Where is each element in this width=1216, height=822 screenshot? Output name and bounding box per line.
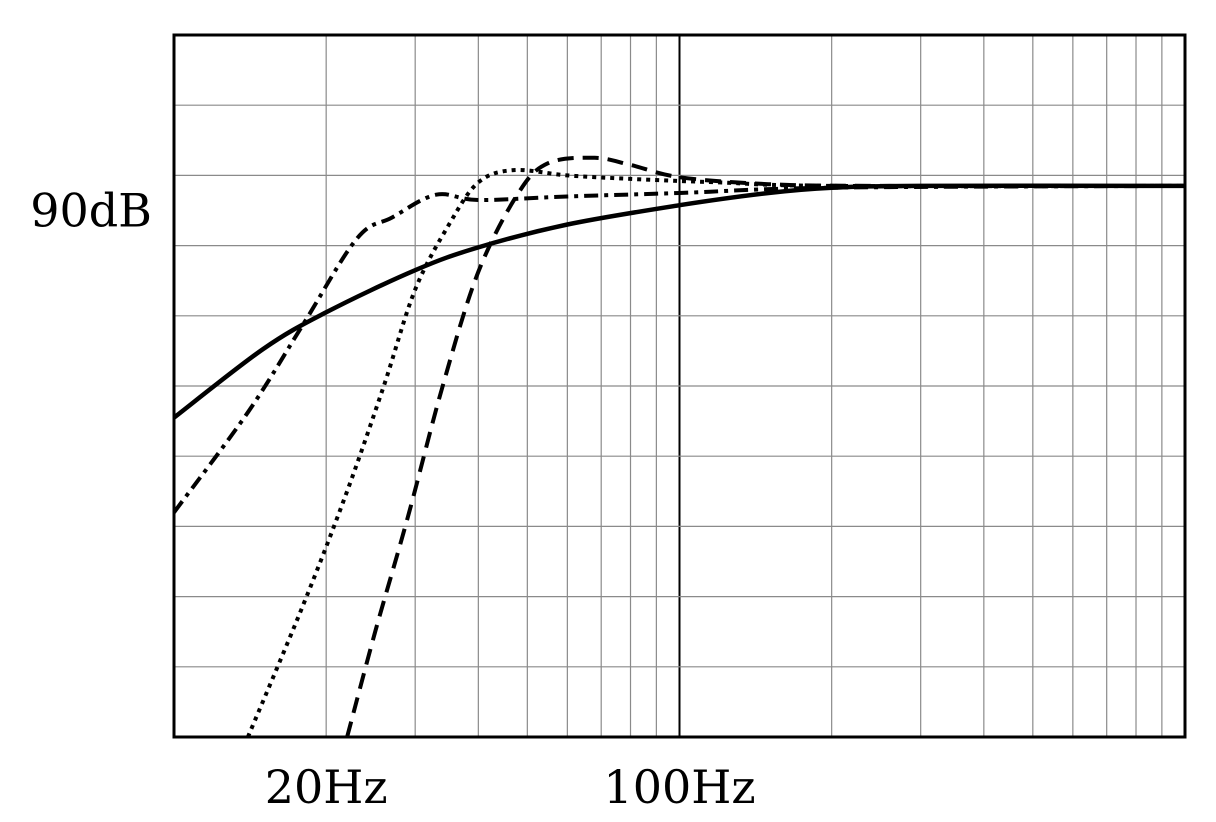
- x-tick-label: 20Hz: [265, 760, 388, 814]
- plot-frame: [172, 33, 1187, 739]
- x-tick-label: 100Hz: [603, 760, 755, 814]
- series-line-dashed: [345, 155, 1186, 738]
- y-tick-label: 90dB: [30, 184, 152, 238]
- series-group: [172, 155, 1186, 738]
- series-line-dashdot: [172, 183, 1186, 514]
- tick-labels: 20Hz 100Hz 90dB: [30, 184, 755, 815]
- series-line-dotted: [246, 167, 1186, 738]
- grid: [174, 35, 1185, 737]
